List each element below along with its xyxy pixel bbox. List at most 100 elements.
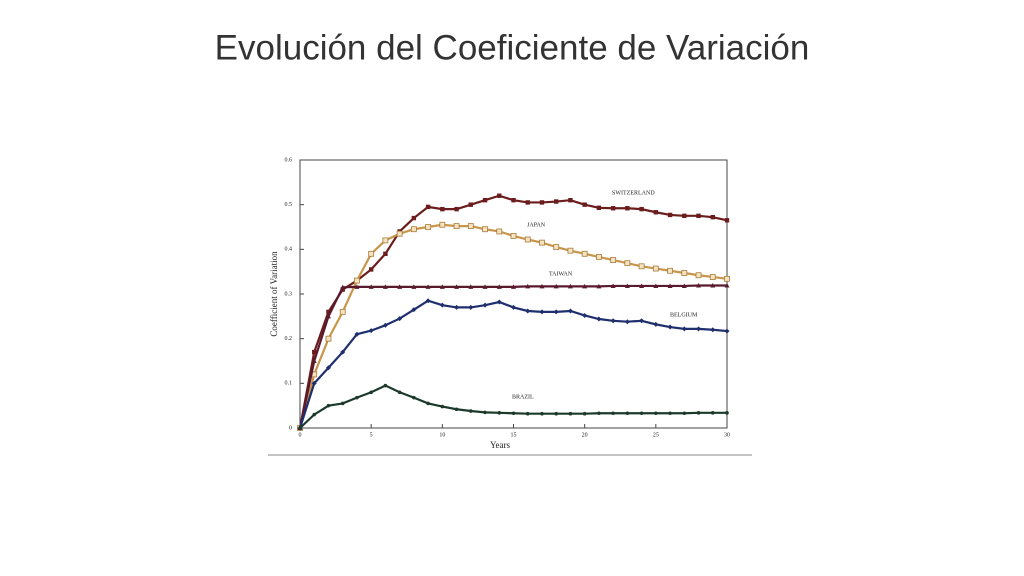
marker xyxy=(411,307,417,313)
marker xyxy=(411,215,417,221)
marker xyxy=(596,316,602,322)
marker xyxy=(497,411,502,415)
marker xyxy=(682,213,687,219)
marker xyxy=(624,260,631,267)
marker xyxy=(724,218,730,223)
marker xyxy=(709,274,716,280)
marker xyxy=(326,403,331,408)
marker xyxy=(525,200,530,205)
marker xyxy=(454,284,460,289)
marker xyxy=(539,283,545,289)
x-tick-label: 5 xyxy=(370,432,373,438)
marker xyxy=(340,401,345,406)
series-label: JAPAN xyxy=(527,222,546,228)
series-label: BELGIUM xyxy=(670,312,698,318)
marker xyxy=(369,390,373,395)
series-label: BRAZIL xyxy=(512,394,534,400)
marker xyxy=(397,316,403,322)
marker xyxy=(582,411,587,416)
marker xyxy=(368,284,374,289)
marker xyxy=(354,331,360,337)
marker xyxy=(667,283,673,288)
marker xyxy=(454,407,459,412)
marker xyxy=(653,321,659,327)
y-tick-label: 0 xyxy=(289,425,292,431)
marker xyxy=(611,411,615,416)
marker xyxy=(482,226,488,233)
marker xyxy=(339,308,346,315)
marker xyxy=(540,411,544,416)
marker xyxy=(496,299,502,305)
marker xyxy=(453,223,460,230)
marker xyxy=(624,319,630,325)
marker xyxy=(483,410,487,415)
marker xyxy=(696,411,701,415)
marker xyxy=(524,236,531,243)
marker xyxy=(454,206,459,212)
marker xyxy=(497,193,502,198)
marker xyxy=(426,401,430,406)
marker xyxy=(710,411,715,415)
marker xyxy=(496,284,502,289)
marker xyxy=(567,283,573,289)
marker xyxy=(311,358,317,363)
marker xyxy=(496,228,503,235)
marker xyxy=(696,326,702,332)
marker xyxy=(695,272,702,279)
marker xyxy=(653,210,659,215)
marker xyxy=(439,302,445,308)
marker xyxy=(511,198,516,203)
marker xyxy=(724,283,730,288)
series-line xyxy=(299,384,727,429)
marker xyxy=(568,198,573,203)
marker xyxy=(355,395,359,400)
marker xyxy=(553,244,560,251)
marker xyxy=(710,214,715,220)
y-tick-label: 0.5 xyxy=(285,202,293,208)
marker xyxy=(396,230,403,237)
marker xyxy=(667,267,673,274)
x-tick-label: 10 xyxy=(439,432,445,438)
series-line xyxy=(298,299,728,429)
marker xyxy=(340,284,346,290)
x-tick-label: 30 xyxy=(724,432,730,438)
slide-title: Evolución del Coeficiente de Variación xyxy=(215,28,810,67)
marker xyxy=(597,411,601,416)
marker xyxy=(383,383,388,388)
marker xyxy=(724,328,730,334)
marker xyxy=(469,409,473,413)
marker xyxy=(440,404,445,409)
marker xyxy=(382,322,388,328)
marker xyxy=(383,251,388,256)
marker xyxy=(553,283,559,289)
marker xyxy=(467,223,474,230)
marker xyxy=(710,283,716,288)
marker xyxy=(681,326,687,332)
marker xyxy=(681,283,687,288)
marker xyxy=(625,411,630,416)
marker xyxy=(682,411,687,416)
marker xyxy=(539,200,545,205)
marker xyxy=(368,328,374,334)
marker xyxy=(525,411,530,416)
x-axis-label: Years xyxy=(490,440,511,450)
marker xyxy=(567,247,574,254)
marker xyxy=(582,312,588,318)
marker xyxy=(553,309,559,315)
marker xyxy=(696,283,702,288)
marker xyxy=(582,283,588,289)
marker xyxy=(610,283,616,288)
marker xyxy=(410,226,417,233)
marker xyxy=(326,309,331,315)
marker xyxy=(667,324,673,330)
marker xyxy=(425,204,431,210)
marker xyxy=(325,335,332,342)
marker xyxy=(382,237,389,244)
marker xyxy=(581,250,588,257)
series-label: SWITZERLAND xyxy=(612,190,655,196)
marker xyxy=(681,270,688,276)
x-tick-label: 20 xyxy=(582,432,588,438)
marker xyxy=(312,349,317,355)
